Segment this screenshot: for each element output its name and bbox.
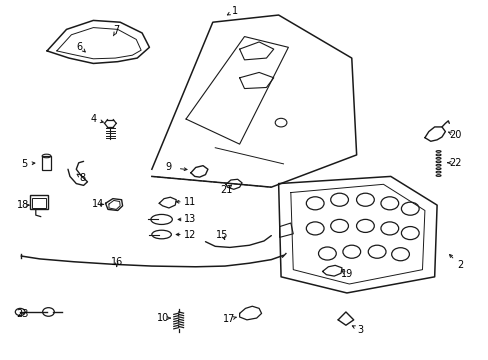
- Bar: [30, 195, 48, 210]
- Text: 1: 1: [231, 6, 237, 16]
- Text: 2: 2: [456, 260, 462, 270]
- Text: 18: 18: [17, 200, 29, 210]
- Text: 8: 8: [80, 173, 85, 183]
- Text: 7: 7: [113, 25, 120, 35]
- Bar: [42, 156, 51, 170]
- Text: 21: 21: [219, 185, 232, 195]
- Text: 16: 16: [110, 257, 122, 267]
- Text: 12: 12: [183, 230, 196, 239]
- Text: 19: 19: [340, 269, 352, 279]
- Text: 3: 3: [357, 325, 363, 335]
- Text: 6: 6: [77, 42, 82, 51]
- Text: 10: 10: [156, 313, 168, 323]
- Text: 14: 14: [92, 199, 104, 210]
- Bar: [32, 198, 46, 208]
- Text: 13: 13: [183, 215, 196, 224]
- Text: 11: 11: [183, 197, 196, 207]
- Text: 15: 15: [216, 230, 228, 239]
- Text: 20: 20: [448, 130, 460, 140]
- Text: 9: 9: [165, 162, 172, 172]
- Text: 23: 23: [17, 310, 29, 319]
- Text: 17: 17: [222, 314, 235, 324]
- Text: 5: 5: [21, 159, 27, 169]
- Text: 22: 22: [448, 158, 461, 168]
- Text: 4: 4: [90, 114, 96, 124]
